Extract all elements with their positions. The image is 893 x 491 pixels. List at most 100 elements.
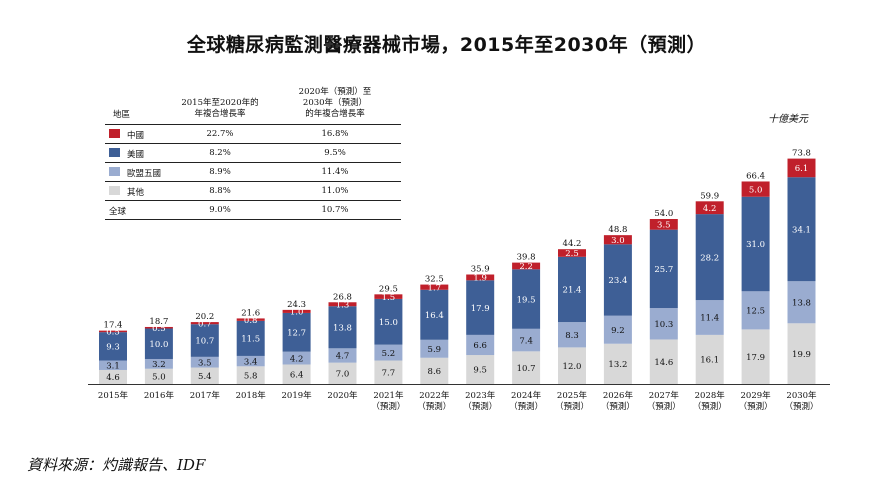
data-label: 34.1 [792,225,811,235]
bar-segment [787,177,816,282]
bar-segment [420,339,449,358]
bar-segment [558,347,586,384]
bar-segment [190,356,219,368]
data-label: 6.6 [473,341,487,351]
data-label: 7.0 [336,370,350,380]
data-label: 5.8 [244,371,258,381]
data-label: 0.8 [244,316,258,326]
bar-segment [99,330,127,333]
data-label: 4.2 [290,354,304,364]
data-label: 11.4 [700,314,719,324]
header-region: 地區 [113,110,131,120]
x-tick-label: （預測） [739,401,773,412]
bar-segment [558,256,586,323]
bar-segment [741,291,770,330]
bar-segment [374,344,403,361]
data-label: 5.0 [749,185,763,195]
x-tick-label: 2030年 [786,390,817,401]
cagr-2015-2020: 8.8% [209,186,231,196]
x-tick-label: （預測） [693,401,727,412]
row-label: 其他 [127,188,145,198]
bar-segment [787,158,816,178]
bar-segment [649,339,678,384]
x-tick-label: 2016年 [144,390,175,401]
header-cagr-2020-2030: 2020年（預測）至 2030年（預測） 的年複合增長率 [298,87,372,119]
bar-segment [466,334,495,356]
total-label: 59.9 [700,191,719,201]
data-label: 1.3 [336,300,350,310]
cagr-table: 地區 2015年至2020年的 年複合增長率 2020年（預測）至 2030年（… [105,82,401,220]
data-label: 6.1 [795,164,809,174]
total-label: 48.8 [608,225,627,235]
bar-segment [420,284,449,290]
x-tick-label: 2024年 [511,390,542,401]
data-label: 19.9 [792,350,811,360]
data-label: 7.7 [382,368,396,378]
data-label: 0.5 [152,324,166,334]
bar-segment [282,364,311,384]
header-cagr-2015-2020: 2015年至2020年的 年複合增長率 [181,98,259,119]
bar-segment [236,320,265,356]
bar-segment [99,369,127,384]
bar-segment [649,218,678,230]
bar-segment [374,298,403,345]
data-label: 10.7 [517,364,536,374]
row-label: 中國 [127,131,145,141]
data-label: 3.2 [152,360,166,370]
bar-segment [328,306,357,349]
data-label: 12.5 [746,307,765,317]
bar-segment [603,343,632,384]
data-label: 11.5 [241,335,260,345]
row-label: 全球 [109,207,127,217]
table-row-other: 其他 8.8% 11.0% [105,182,401,201]
row-label: 美國 [127,150,145,160]
bar-segment [328,348,357,363]
bar-segment [144,328,173,359]
bar-segment [190,324,219,357]
data-label: 6.4 [290,370,304,380]
data-label: 3.1 [106,361,120,371]
total-label: 54.0 [654,209,673,219]
legend-swatch-eu5 [109,167,120,176]
data-label: 21.4 [563,286,582,296]
data-label: 9.3 [106,343,120,353]
total-label: 44.2 [563,239,582,249]
x-tick-label: 2029年 [741,390,772,401]
data-label: 1.7 [428,283,442,293]
bar-segment [190,367,219,384]
cagr-2015-2020: 8.2% [209,148,231,158]
x-tick-label: （預測） [784,401,818,412]
x-tick-label: （預測） [509,401,543,412]
table-row-eu5: 歐盟五國 8.9% 11.4% [105,163,401,182]
data-label: 0.7 [198,319,212,329]
data-label: 3.4 [244,357,258,367]
bar-segment [741,181,770,197]
total-label: 17.4 [104,321,123,331]
bar-segment [374,360,403,384]
total-label: 24.3 [287,300,306,310]
data-label: 31.0 [746,240,765,250]
x-tick-label: （預測） [463,401,497,412]
x-tick-label: 2019年 [282,390,313,401]
bar-segment [420,289,449,340]
bar-segment [374,294,403,299]
x-tick-label: 2015年 [98,390,129,401]
data-label: 15.0 [379,318,398,328]
data-label: 5.4 [198,372,212,382]
x-tick-label: 2027年 [649,390,680,401]
total-label: 39.8 [517,253,536,263]
chart-title: 全球糖尿病監測醫療器械市場，2015年至2030年（預測） [186,34,707,56]
x-tick-label: （預測） [555,401,589,412]
bar-segment [512,269,541,329]
data-label: 17.9 [746,353,765,363]
cagr-2015-2020: 9.0% [209,205,231,215]
bar-segment [282,351,311,365]
x-tick-label: 2021年 [373,390,404,401]
bar-segment [466,280,495,335]
legend-swatch-china [109,129,120,138]
data-label: 13.8 [792,298,811,308]
data-label: 4.6 [106,373,120,383]
x-tick-label: 2023年 [465,390,496,401]
bar-segment [282,312,311,352]
x-tick-label: （預測） [417,401,451,412]
